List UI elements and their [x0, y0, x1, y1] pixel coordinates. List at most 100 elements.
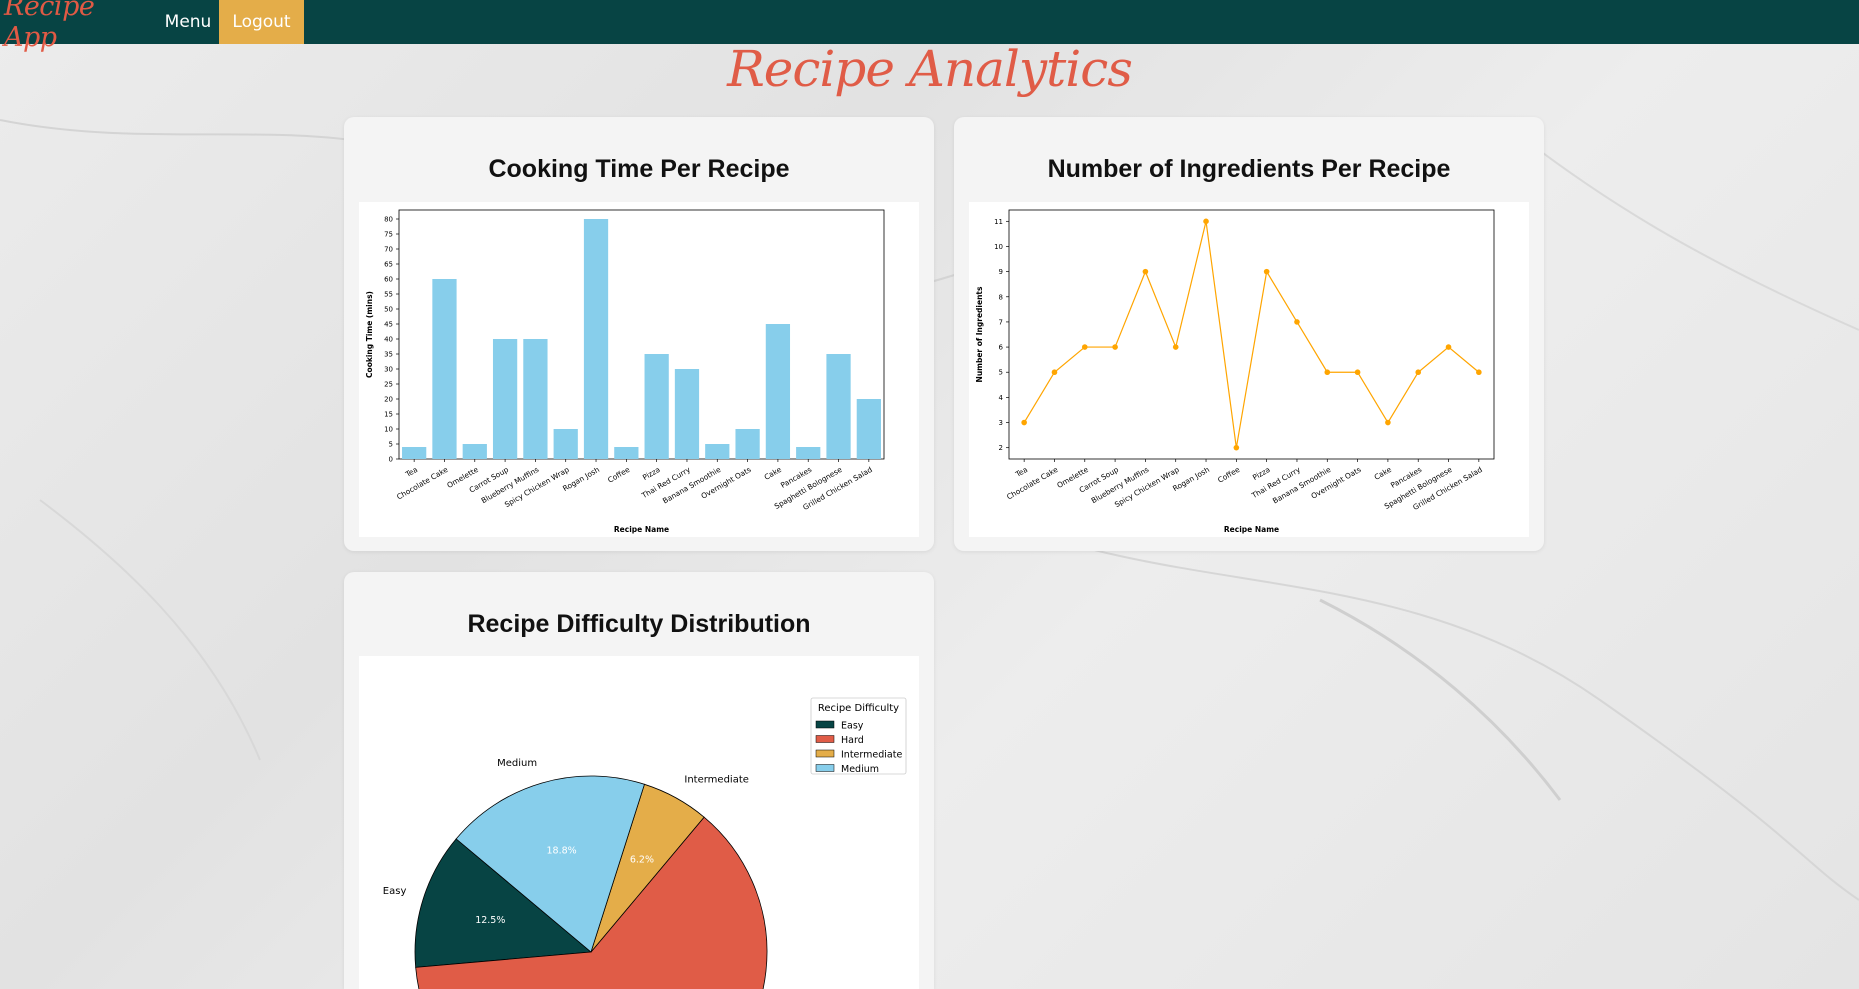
x-tick-label: Cake	[1373, 465, 1394, 482]
y-tick-label: 2	[999, 444, 1003, 452]
bar-banana-smoothie	[705, 444, 730, 459]
top-navbar: Recipe App Menu Logout	[0, 0, 1859, 53]
cooking-time-card-title: Cooking Time Per Recipe	[488, 155, 790, 183]
legend-swatch-medium	[815, 764, 835, 772]
point-tea	[1021, 419, 1027, 426]
y-tick-label: 10	[384, 426, 393, 434]
x-tick-label: Pizza	[641, 465, 662, 482]
pie-percent-label: 18.8%	[547, 846, 577, 857]
y-tick-label: 75	[384, 231, 393, 239]
y-tick-label: 9	[999, 268, 1003, 276]
point-coffee	[1233, 444, 1240, 451]
y-axis-label: Cooking Time (mins)	[365, 291, 374, 378]
legend-entry: Easy	[841, 721, 864, 732]
logout-button[interactable]: Logout	[219, 0, 304, 44]
x-tick-label: Tea	[1013, 465, 1029, 479]
x-tick-label: Coffee	[606, 465, 632, 485]
difficulty-pie-chart: Easy 12.5% Hard Intermediate 6.2% Medium 18.8%…	[383, 697, 907, 989]
y-tick-label: 3	[999, 419, 1003, 427]
bar-coffee	[614, 447, 639, 459]
x-axis-label: Recipe Name	[614, 525, 669, 534]
point-spicy-chicken-wrap	[1172, 344, 1179, 350]
y-tick-label: 50	[384, 306, 393, 314]
bar-blueberry-muffins	[523, 339, 548, 459]
cooking-time-card: Cooking Time Per Recipe 0 5 10 15 20 25 30 35 40…	[344, 117, 934, 551]
y-tick-label: 15	[384, 411, 393, 419]
point-grilled-chicken-salad	[1476, 369, 1482, 376]
y-tick-label: 60	[384, 276, 393, 284]
y-tick-label: 5	[389, 441, 393, 449]
y-tick-label: 10	[994, 243, 1003, 251]
y-tick-label: 35	[384, 351, 393, 359]
legend-swatch-easy	[815, 720, 835, 729]
legend-entry: Medium	[841, 764, 879, 775]
y-tick-label: 8	[999, 293, 1003, 301]
point-omelette	[1081, 344, 1088, 350]
bar-cake	[765, 324, 791, 459]
bar-tea	[402, 447, 427, 459]
point-cake	[1385, 419, 1391, 426]
y-tick-label: 25	[384, 381, 393, 389]
y-tick-label: 45	[384, 321, 393, 329]
pie-slice-medium	[455, 775, 645, 953]
point-spaghetti-bolognese	[1445, 344, 1452, 350]
bar-pancakes	[796, 447, 821, 459]
point-chocolate-cake	[1051, 369, 1058, 376]
pie-label: Medium	[497, 758, 537, 769]
point-thai-red-curry	[1294, 319, 1300, 325]
point-overnight-oats	[1354, 369, 1361, 376]
bar-pizza	[644, 354, 669, 459]
x-tick-label: Tea	[403, 465, 419, 479]
bar-overnight-oats	[735, 429, 760, 459]
bar-chocolate-cake	[432, 279, 457, 459]
y-tick-label: 6	[999, 344, 1004, 352]
cooking-time-plot: 0 5 10 15 20 25 30 35 40 45 50 55 60 65 70 75 80 Tea Choco…	[359, 202, 919, 537]
page-title: Recipe Analytics	[727, 40, 1133, 98]
y-tick-label: 7	[999, 318, 1003, 326]
x-tick-label: Chocolate Cake	[1005, 465, 1060, 502]
x-tick-label: Coffee	[1216, 465, 1242, 485]
brand-logo[interactable]: Recipe App	[4, 0, 95, 53]
difficulty-card: Recipe Difficulty Distribution Easy 12.5%…	[344, 572, 934, 989]
bar-spaghetti-bolognese	[826, 354, 851, 459]
y-tick-label: 70	[384, 246, 393, 254]
point-pizza	[1263, 268, 1270, 275]
y-tick-label: 11	[994, 218, 1003, 226]
ingredients-plot: 2 3 4 5 6 7 8 9 10 11 Tea Chocolate Cake Omelette Car…	[969, 202, 1529, 537]
point-carrot-soup	[1112, 344, 1118, 350]
y-axis-label: Number of Ingredients	[975, 286, 984, 382]
difficulty-plot: Easy 12.5% Hard Intermediate 6.2% Medium 18.8%…	[359, 656, 919, 989]
pie-label: Easy	[383, 886, 407, 897]
legend-title: Recipe Difficulty	[818, 703, 899, 714]
bar-rogan-josh	[583, 219, 609, 459]
y-tick-label: 4	[999, 394, 1004, 402]
bar-carrot-soup	[492, 339, 518, 459]
point-banana-smoothie	[1324, 369, 1331, 376]
y-tick-label: 55	[384, 291, 393, 299]
difficulty-card-title: Recipe Difficulty Distribution	[467, 610, 811, 638]
point-rogan-josh	[1203, 218, 1209, 225]
ingredients-card: Number of Ingredients Per Recipe 2 3 4 5 6 7 8…	[954, 117, 1544, 551]
cooking-time-bar-chart: 0 5 10 15 20 25 30 35 40 45 50 55 60 65 70 75 80 TeaChoco…	[365, 209, 885, 534]
plot-frame	[1008, 209, 1495, 460]
pie-label: Intermediate	[684, 774, 749, 785]
bar-thai-red-curry	[674, 369, 700, 459]
legend-swatch-intermediate	[815, 749, 835, 758]
pie-percent-label: 12.5%	[475, 915, 505, 926]
ingredients-card-title: Number of Ingredients Per Recipe	[1047, 155, 1451, 183]
pie-slice-easy	[414, 838, 592, 968]
y-tick-label: 40	[384, 336, 393, 344]
y-tick-label: 5	[999, 369, 1003, 377]
y-tick-label: 80	[384, 216, 393, 224]
ingredients-series-line	[1023, 221, 1480, 448]
nav-menu-link[interactable]: Menu	[164, 12, 212, 32]
point-blueberry-muffins	[1142, 268, 1149, 275]
y-tick-label: 20	[384, 396, 393, 404]
pie-percent-label: 6.2%	[630, 854, 654, 865]
x-tick-label: Chocolate Cake	[395, 465, 450, 502]
bar-spicy-chicken-wrap	[553, 429, 578, 459]
y-tick-label: 30	[384, 366, 393, 374]
plot-frame	[398, 209, 885, 460]
x-axis-label: Recipe Name	[1224, 525, 1279, 534]
